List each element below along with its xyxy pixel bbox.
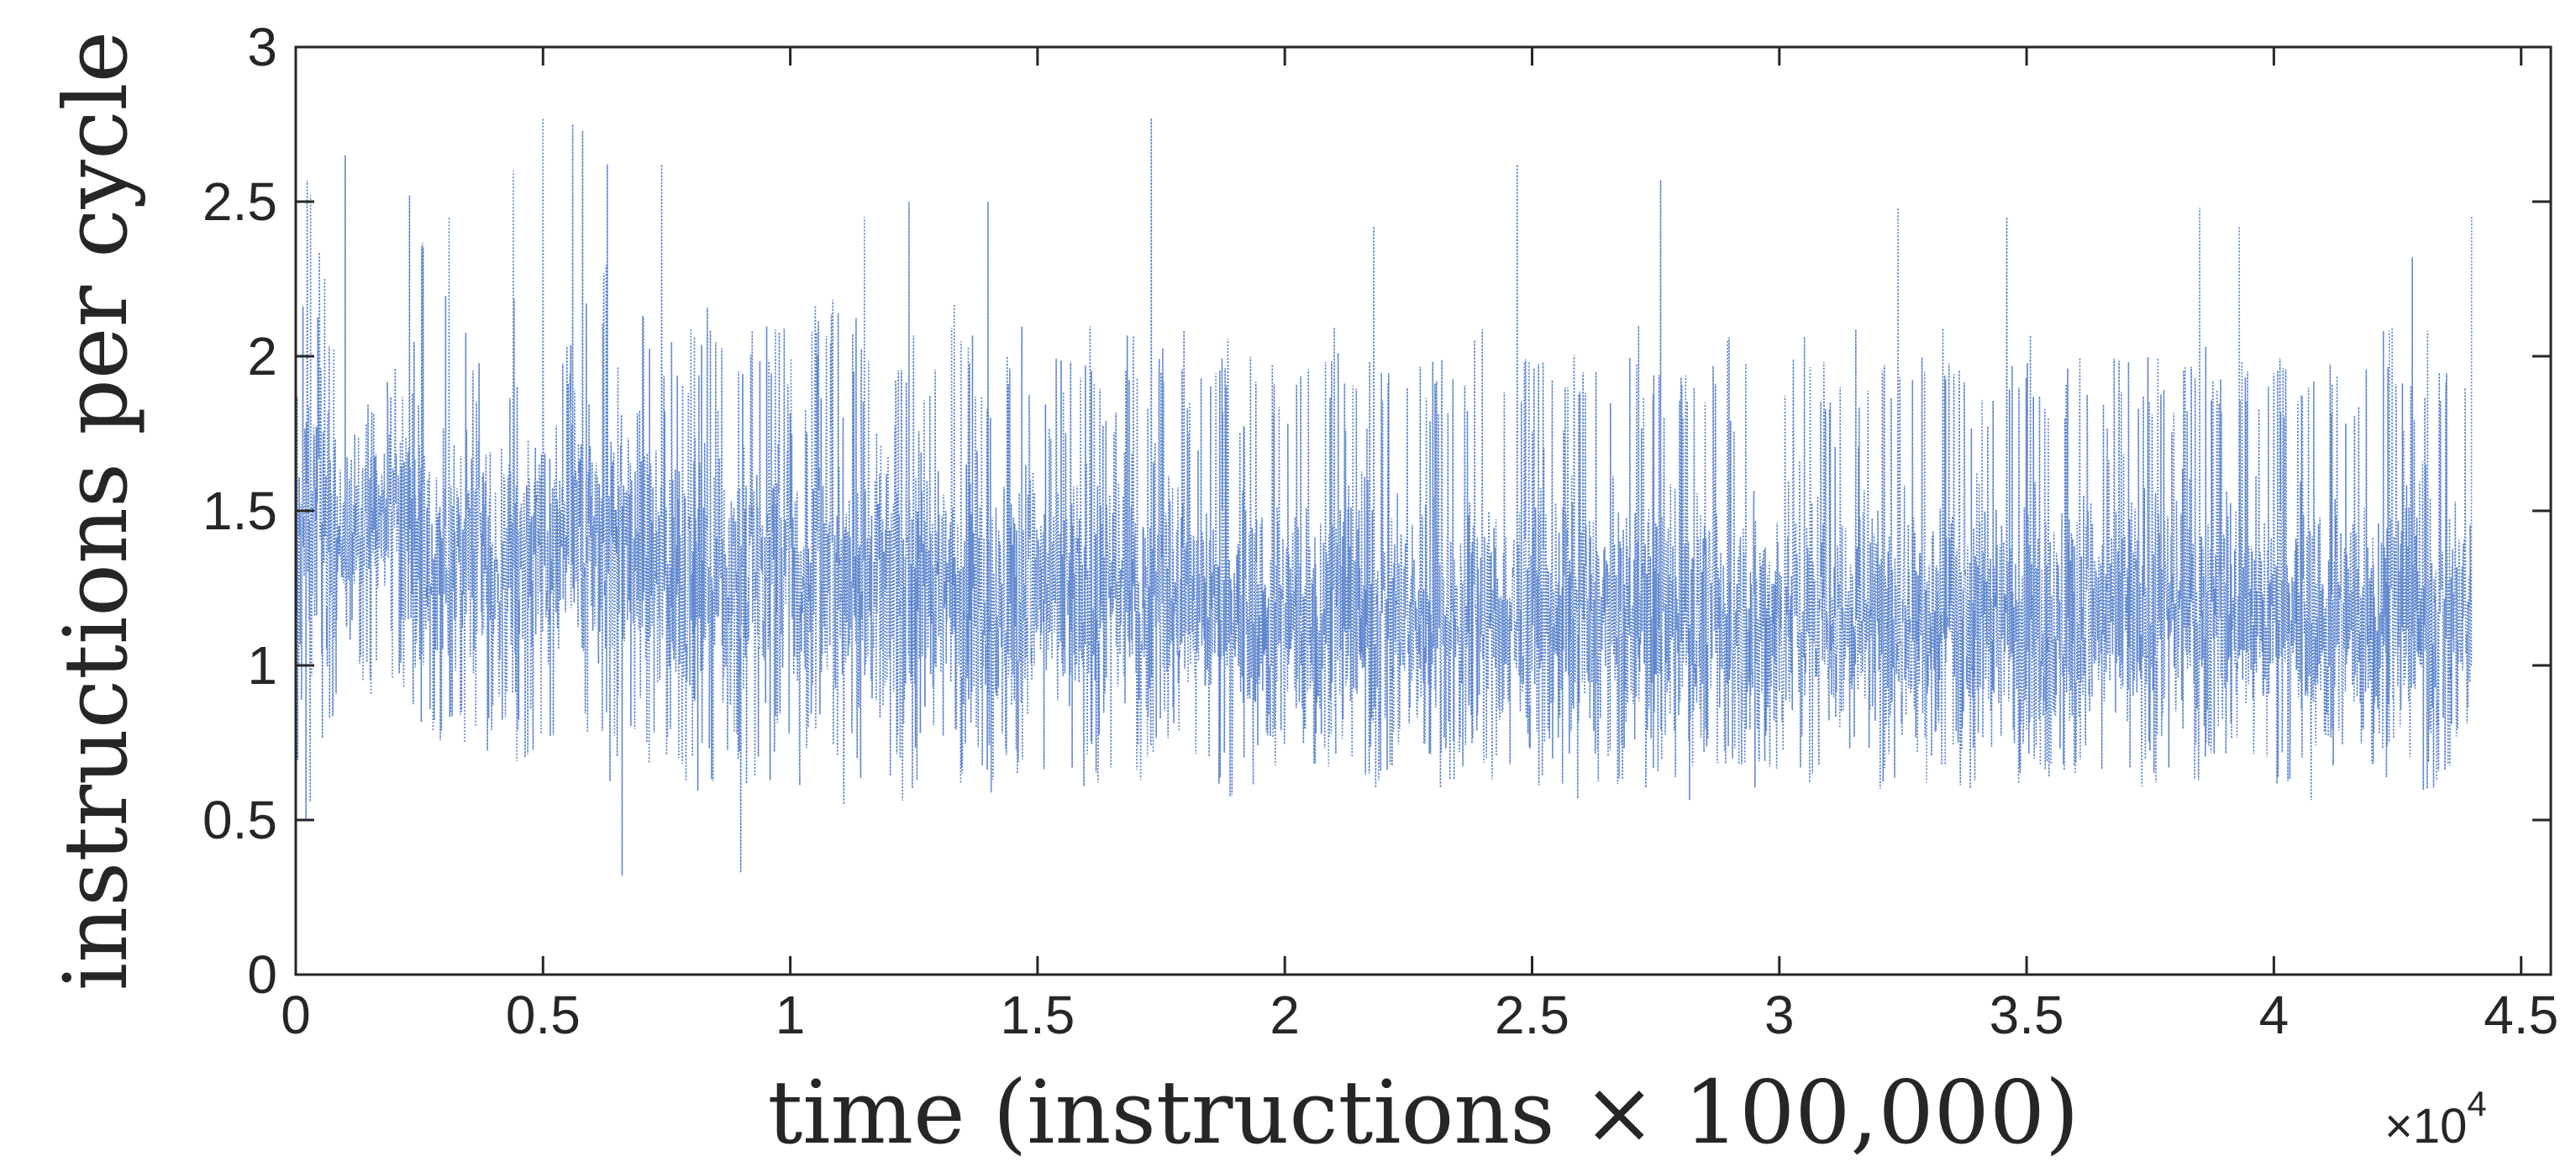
x-tick-label: 1 (775, 985, 806, 1045)
x-tick-label: 0.5 (506, 985, 581, 1045)
x-axis-multiplier: ×104 (2384, 1084, 2487, 1154)
y-tick-label: 1 (247, 635, 277, 696)
x-tick-label: 4.5 (2484, 985, 2558, 1045)
y-tick-label: 0 (247, 944, 277, 1005)
x-tick-label: 0 (281, 985, 311, 1045)
x-axis-ticks: 0 0.5 1 1.5 2 2.5 3 3.5 4 4.5 (281, 47, 2558, 1045)
series-layer (296, 118, 2473, 876)
y-tick-label: 2 (247, 326, 277, 386)
x-tick-label: 1.5 (1000, 985, 1075, 1045)
x-tick-label: 2 (1270, 985, 1300, 1045)
multiplier-prefix: × (2384, 1099, 2413, 1154)
x-tick-label: 3.5 (1990, 985, 2064, 1045)
x-tick-label: 3 (1764, 985, 1795, 1045)
y-axis-ticks: 0 0.5 1 1.5 2 2.5 3 (202, 17, 2551, 1005)
x-tick-label: 4 (2259, 985, 2289, 1045)
series-line-0 (296, 118, 2473, 876)
x-tick-label: 2.5 (1495, 985, 1569, 1045)
x-axis-label: time (instructions × 100,000) (767, 1061, 2079, 1164)
multiplier-exponent: 4 (2467, 1084, 2486, 1123)
y-axis-label: instructions per cycle (45, 31, 147, 991)
y-tick-label: 2.5 (202, 171, 277, 232)
multiplier-base: 10 (2413, 1099, 2468, 1154)
y-tick-label: 0.5 (202, 790, 277, 850)
y-tick-label: 3 (247, 17, 277, 77)
y-tick-label: 1.5 (202, 481, 277, 541)
